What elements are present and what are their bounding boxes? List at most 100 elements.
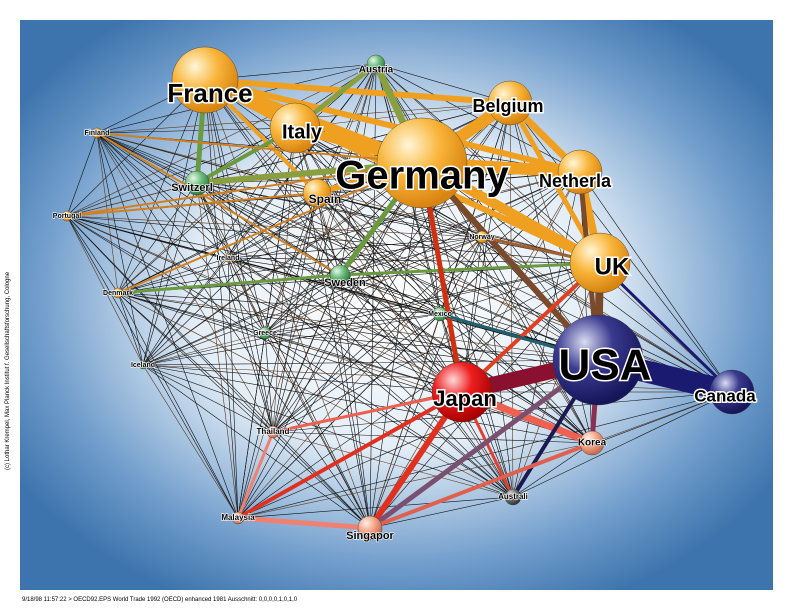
edge [66, 215, 599, 361]
edge [369, 313, 441, 529]
node [269, 102, 321, 154]
edge [96, 132, 483, 238]
edge [227, 257, 274, 433]
edge [236, 430, 275, 520]
edge [339, 274, 514, 498]
edge [368, 441, 594, 530]
edge [367, 357, 601, 531]
edge [264, 102, 511, 334]
edge [227, 257, 341, 276]
nodes: France Austria Belgium Italy Germany Netherla… [52, 46, 758, 543]
edge [96, 132, 463, 393]
edge [142, 359, 599, 366]
node-label: Korea [578, 438, 607, 449]
edge [237, 391, 733, 519]
node [709, 369, 755, 415]
node [223, 253, 233, 263]
edge [196, 182, 441, 315]
node [302, 178, 332, 208]
edge [579, 171, 733, 393]
node-label: Portugal [53, 213, 81, 220]
node-label: France [167, 78, 252, 108]
node-label: Finland [85, 130, 110, 137]
edge [66, 127, 296, 217]
node-label: Greece [253, 330, 277, 337]
node-label: Netherla [539, 171, 612, 191]
edge [204, 79, 266, 334]
edge [142, 364, 514, 498]
edge [227, 236, 483, 259]
edge [66, 215, 341, 276]
edge [96, 132, 599, 361]
edge [236, 390, 464, 520]
node-label: Japan [433, 386, 497, 411]
edge [316, 192, 441, 315]
edge [375, 63, 511, 104]
edge [339, 274, 599, 361]
edge [142, 192, 318, 366]
edge [339, 171, 581, 276]
edge [272, 391, 733, 433]
edges [66, 60, 743, 531]
edge [117, 292, 239, 519]
edge [272, 63, 377, 433]
edge [272, 431, 371, 529]
node-label: Thailand [257, 427, 290, 436]
edge [598, 261, 734, 394]
edge [237, 313, 441, 519]
edge [96, 132, 341, 276]
edge [142, 364, 463, 393]
node-label: UK [595, 253, 630, 280]
edge [272, 313, 441, 433]
node [475, 230, 489, 244]
edge [66, 215, 144, 366]
edge [264, 262, 601, 334]
node [504, 488, 522, 506]
edge [461, 171, 581, 393]
node [366, 54, 386, 74]
edge [264, 192, 318, 334]
edge [202, 77, 513, 106]
node [357, 515, 383, 541]
node [552, 314, 644, 406]
edge [316, 192, 371, 529]
node [579, 430, 605, 456]
edge [117, 162, 423, 294]
edge [117, 292, 593, 444]
edge [294, 127, 599, 361]
edge [116, 273, 342, 295]
edge [264, 274, 341, 334]
edge [227, 257, 266, 334]
node-label: Iceland [131, 362, 155, 369]
edge [421, 162, 593, 444]
edge [316, 192, 599, 361]
edge [237, 442, 593, 519]
node-label: Denmark [103, 290, 133, 297]
edge [237, 192, 318, 519]
edge [264, 332, 274, 433]
edge [204, 79, 463, 393]
edge [66, 162, 423, 217]
edge [117, 292, 463, 393]
edge [96, 132, 239, 519]
edge [96, 132, 229, 259]
edge [96, 132, 423, 164]
node-label: Norway [469, 234, 494, 241]
edge [227, 257, 239, 519]
node [184, 170, 210, 196]
node [557, 149, 603, 195]
edge [96, 132, 266, 334]
edge [142, 364, 593, 444]
edge [117, 292, 599, 361]
edge [117, 292, 371, 529]
edge [117, 192, 318, 294]
edge [142, 79, 206, 366]
edge [204, 79, 239, 519]
edge [237, 162, 423, 519]
node [112, 287, 124, 299]
edge [196, 182, 274, 433]
edge [142, 313, 441, 366]
edge [512, 391, 733, 498]
edge [96, 132, 144, 366]
